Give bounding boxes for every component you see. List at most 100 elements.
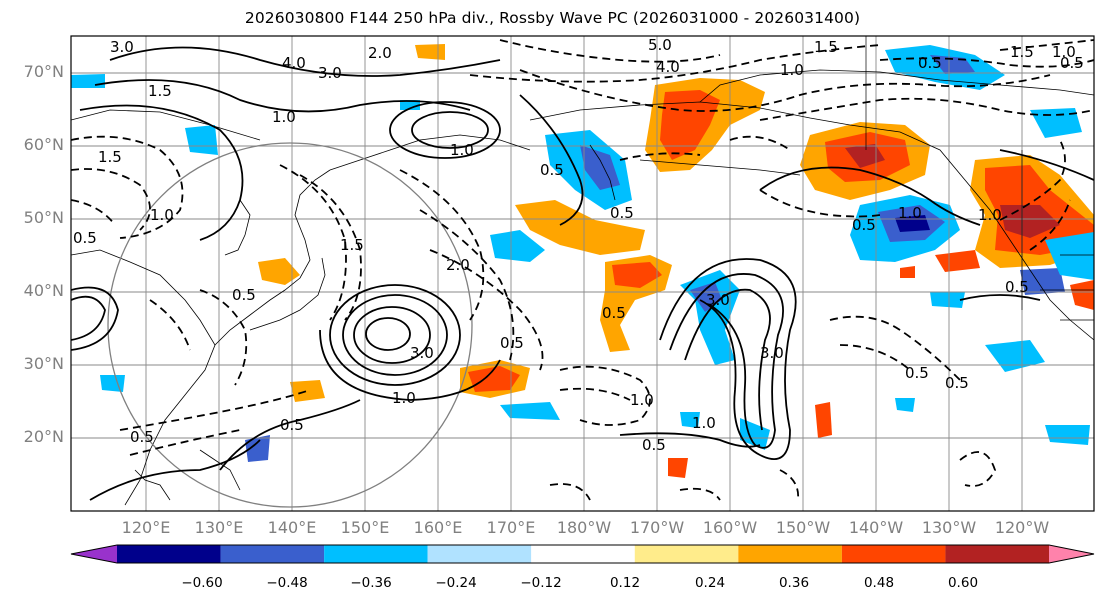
positive-anomaly-region — [900, 266, 915, 278]
lon-label: 150°W — [775, 518, 831, 537]
negative-anomaly-region — [895, 398, 915, 412]
political-borders — [865, 36, 1094, 321]
negative-anomaly-region — [1030, 108, 1082, 138]
colorbar-tick-label: 0.60 — [947, 575, 979, 591]
contour-label: 1.0 — [978, 206, 1002, 224]
lon-label: 130°E — [194, 518, 244, 537]
negative-anomaly-region — [400, 100, 420, 110]
contour-label: 0.5 — [73, 229, 97, 247]
positive-anomaly-region — [468, 366, 520, 392]
contour-label: 0.5 — [500, 334, 524, 352]
contour-label: 0.5 — [918, 54, 942, 72]
colorbar-tick-label: −0.12 — [520, 575, 562, 591]
lon-label: 170°E — [486, 518, 536, 537]
positive-anomaly-region — [660, 90, 720, 160]
lat-label: 50°N — [23, 208, 64, 227]
contour-label: 1.5 — [1010, 43, 1034, 61]
colorbar-tick-label: 0.36 — [778, 575, 810, 591]
contour-label: 5.0 — [648, 36, 672, 54]
contour-label: 0.5 — [905, 364, 929, 382]
negative-anomaly-region — [500, 402, 560, 420]
contour-label: 0.5 — [540, 161, 564, 179]
lat-label: 20°N — [23, 427, 64, 446]
contour-label: 1.0 — [630, 391, 654, 409]
negative-anomaly-region — [580, 145, 620, 190]
negative-anomaly-region — [71, 74, 105, 88]
contour-label: 0.5 — [642, 436, 666, 454]
contour-label: 2.0 — [446, 256, 470, 274]
lon-label: 120°W — [994, 518, 1050, 537]
contour-label: 0.5 — [1060, 54, 1084, 72]
contour-label: 4.0 — [282, 54, 306, 72]
contour-label: 1.5 — [814, 38, 838, 56]
coastlines — [71, 69, 1094, 506]
colorbar-tick-label: −0.24 — [435, 575, 477, 591]
negative-anomaly-region — [245, 435, 270, 462]
lon-label: 140°E — [267, 518, 317, 537]
positive-anomaly-region — [845, 144, 885, 168]
contour-label: 0.5 — [1005, 278, 1029, 296]
lon-label: 170°W — [629, 518, 685, 537]
colorbar-tick-label: 0.48 — [863, 575, 895, 591]
colorbar-tick-label: −0.36 — [350, 575, 392, 591]
negative-anomaly-region — [1045, 425, 1090, 445]
lat-label: 60°N — [23, 135, 64, 154]
negative-anomaly-region — [1020, 268, 1065, 295]
contour-label: 0.5 — [852, 216, 876, 234]
lon-label: 180°W — [556, 518, 612, 537]
colorbar-tick-label: −0.48 — [266, 575, 308, 591]
positive-anomaly-region — [290, 380, 325, 402]
contour-label-layer: 3.0 4.0 3.0 2.0 1.5 1.0 1.5 1.0 0.5 0.5 … — [73, 36, 1084, 454]
positive-anomaly-region — [415, 44, 445, 60]
contour-label: 1.5 — [340, 236, 364, 254]
negative-anomaly-region — [985, 340, 1045, 372]
contour-label: 1.0 — [780, 61, 804, 79]
contour-label: 0.5 — [232, 286, 256, 304]
negative-anomaly-region — [680, 412, 700, 428]
positive-anomaly-region — [515, 200, 645, 255]
contour-label: 3.0 — [706, 291, 730, 309]
lon-label: 150°E — [340, 518, 390, 537]
contour-label: 0.5 — [130, 428, 154, 446]
lat-label: 70°N — [23, 62, 64, 81]
contour-label: 1.5 — [98, 148, 122, 166]
contour-label: 3.0 — [318, 64, 342, 82]
contour-label: 0.5 — [602, 304, 626, 322]
lat-label: 30°N — [23, 354, 64, 373]
lat-label: 40°N — [23, 281, 64, 300]
positive-anomaly-region — [668, 458, 688, 478]
contour-label: 4.0 — [656, 58, 680, 76]
positive-anomaly-region — [815, 402, 832, 438]
contour-label: 0.5 — [610, 204, 634, 222]
reference-circle — [107, 142, 473, 508]
contour-label: 3.0 — [110, 38, 134, 56]
positive-anomaly-region — [1070, 280, 1094, 310]
positive-anomaly-region — [1000, 205, 1060, 238]
solid-contours — [71, 46, 1094, 501]
lon-label: 160°E — [413, 518, 463, 537]
lon-label: 130°W — [921, 518, 977, 537]
contour-label: 1.5 — [148, 82, 172, 100]
colorbar-tick-label: 0.24 — [694, 575, 726, 591]
contour-label: 1.0 — [1052, 43, 1076, 61]
colorbar-tick-label: −0.60 — [181, 575, 223, 591]
contour-label: 3.0 — [760, 344, 784, 362]
shaded-anomaly-layer — [71, 44, 1094, 478]
contour-label: 3.0 — [410, 344, 434, 362]
contour-label: 1.0 — [150, 206, 174, 224]
positive-anomaly-region — [258, 258, 300, 285]
contour-label: 0.5 — [280, 416, 304, 434]
contour-label: 1.0 — [692, 414, 716, 432]
negative-anomaly-region — [1045, 232, 1094, 280]
contour-label: 0.5 — [945, 374, 969, 392]
figure-title: 2026030800 F144 250 hPa div., Rossby Wav… — [244, 9, 861, 27]
negative-anomaly-region — [185, 125, 218, 155]
contour-label: 1.0 — [450, 141, 474, 159]
contour-label: 2.0 — [368, 44, 392, 62]
contour-label: 1.0 — [898, 204, 922, 222]
negative-anomaly-region — [490, 230, 545, 262]
lon-label: 140°W — [848, 518, 904, 537]
colorbar-tick-label: 0.12 — [609, 575, 641, 591]
dashed-contours — [71, 39, 1094, 501]
